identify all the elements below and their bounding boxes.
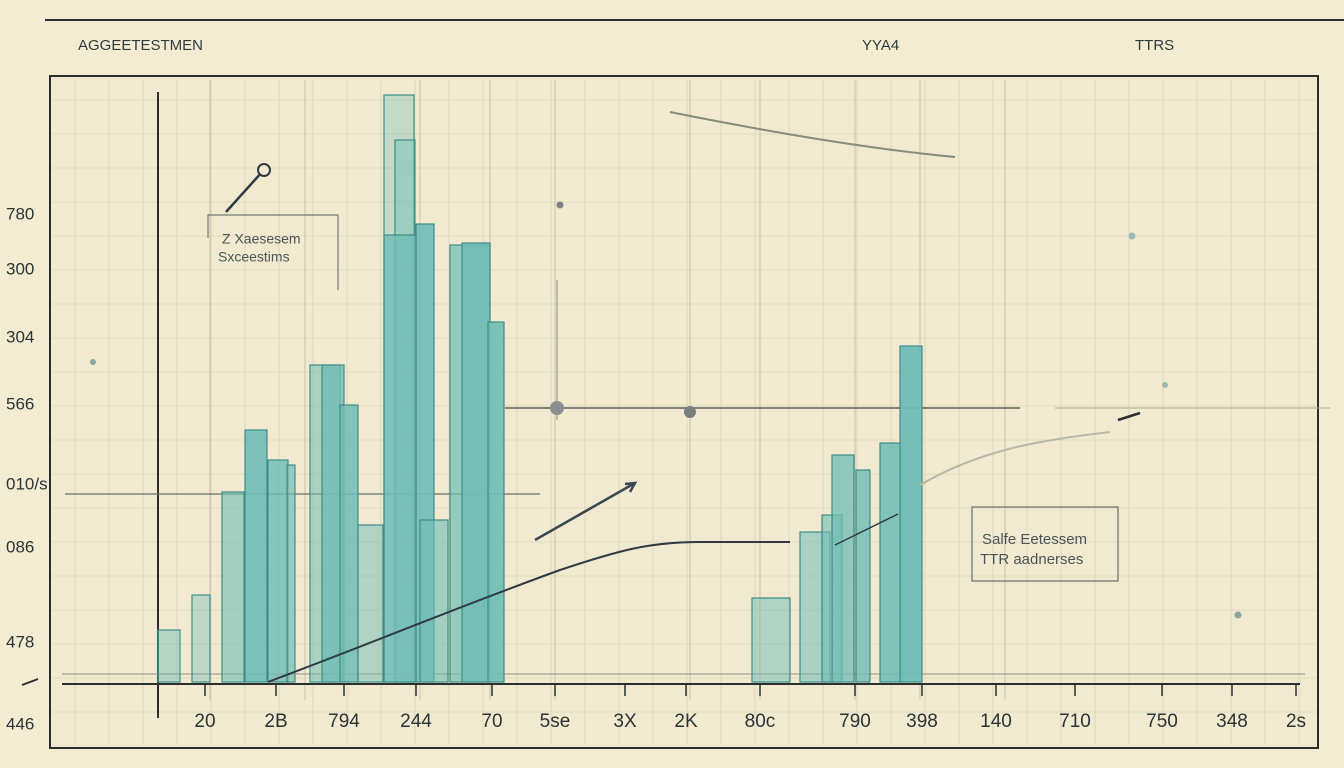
x-tick-label: 2B [264, 711, 287, 732]
y-tick-label: 300 [6, 259, 34, 278]
marker [684, 406, 696, 418]
y-tick-label: 086 [6, 537, 34, 556]
dot [556, 201, 564, 209]
x-tick-label: 794 [328, 711, 360, 732]
bar [221, 491, 245, 683]
bar [461, 242, 491, 683]
bar [831, 454, 855, 683]
bar [879, 442, 903, 683]
trend-line [834, 513, 899, 546]
bar [751, 597, 791, 683]
bar [191, 594, 211, 683]
bar [267, 459, 289, 683]
x-tick-label: 3X [613, 711, 637, 732]
x-tick-label: 70 [481, 711, 502, 732]
bar [357, 524, 384, 683]
bar [899, 345, 923, 683]
annotation-line: Salfe Eetessem [982, 531, 1087, 548]
y-tick-label: 446 [6, 714, 34, 733]
callout-box [971, 506, 1119, 582]
y-tick-label: 478 [6, 632, 34, 651]
x-tick-label: 80c [745, 711, 776, 732]
tick-dash [21, 678, 39, 686]
x-tick-label: 244 [400, 711, 432, 732]
annotation-line: Sxceestims [218, 249, 290, 265]
y-tick-label: 780 [6, 204, 34, 223]
y-tick-labels: 780 300 304 566 010/s 086 478 446 [6, 204, 48, 733]
bar [339, 404, 359, 683]
trend-line [669, 111, 956, 158]
x-tick-label: 2s [1286, 711, 1306, 732]
header-right: TTRS [1135, 37, 1174, 54]
bar [855, 469, 871, 683]
tick-dash [1117, 411, 1141, 422]
x-tick-label: 2K [674, 711, 698, 732]
dot [1128, 232, 1136, 240]
header-title: AGGEETESTMEN [78, 37, 203, 54]
x-tick-label: 348 [1216, 711, 1248, 732]
x-tick-label: 140 [980, 711, 1012, 732]
annotation-line: Z Xaesesem [222, 231, 301, 247]
dot [1162, 382, 1168, 388]
marker [257, 163, 271, 177]
y-tick-label: 304 [6, 327, 34, 346]
bar [286, 464, 296, 683]
bar [487, 321, 505, 683]
y-tick-label: 010/s [6, 474, 48, 493]
header-mid: YYA4 [862, 37, 899, 54]
dot [1234, 611, 1242, 619]
bar [383, 234, 417, 683]
x-tick-label: 750 [1146, 711, 1178, 732]
x-tick-labels: 20 2B 794 244 70 5se 3X 2K 80c 790 398 140 710 750 348… [194, 684, 1306, 732]
x-tick-label: 20 [194, 711, 215, 732]
x-tick-label: 790 [839, 711, 871, 732]
bar [157, 629, 181, 683]
y-tick-label: 566 [6, 394, 34, 413]
arrow [534, 481, 638, 542]
trend-line [919, 431, 1111, 486]
x-tick-label: 5se [540, 711, 571, 732]
annotation-line: TTR aadnerses [980, 551, 1083, 568]
bar [419, 519, 449, 683]
grid [52, 80, 1316, 744]
x-tick-label: 710 [1059, 711, 1091, 732]
trend-line [267, 541, 790, 683]
dot [90, 359, 96, 365]
callout-box [207, 214, 339, 290]
bar [244, 429, 268, 683]
arrow [225, 171, 263, 213]
x-tick-label: 398 [906, 711, 938, 732]
